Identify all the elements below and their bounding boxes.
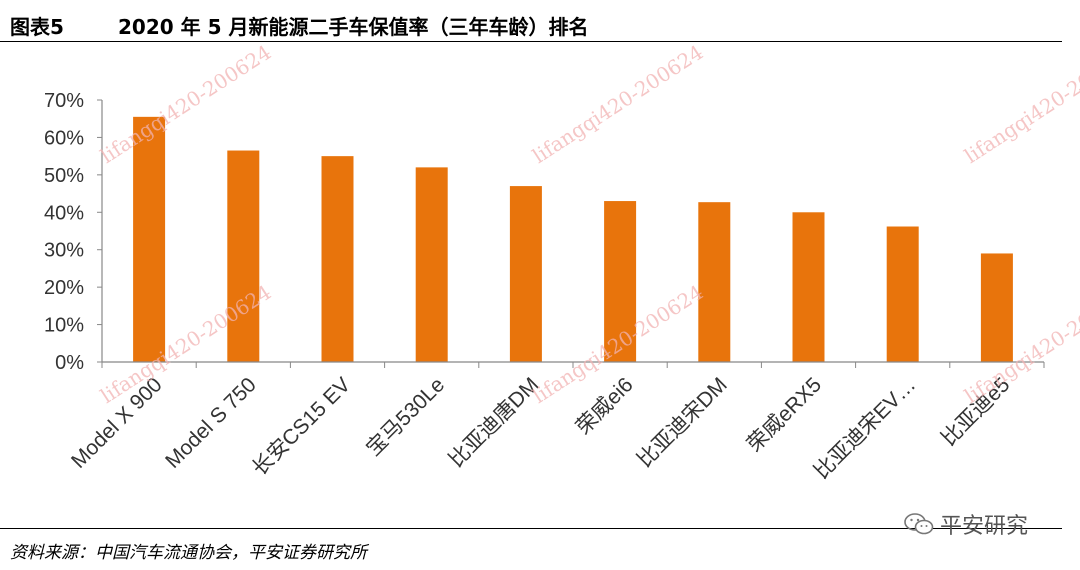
bar xyxy=(698,202,731,362)
bar xyxy=(509,186,542,362)
figure-label: 图表5 xyxy=(10,15,64,39)
y-tick-label: 50% xyxy=(44,165,84,187)
y-tick-label: 10% xyxy=(44,315,84,337)
bar xyxy=(321,156,354,362)
chart-title: 2020 年 5 月新能源二手车保值率（三年车龄）排名 xyxy=(118,15,589,39)
x-tick-label: 长安CS15 EV xyxy=(248,373,355,480)
bar xyxy=(886,226,919,362)
bars xyxy=(133,116,1013,362)
y-axis: 0% 10% 20% 30% 40% 50% 60% 70% xyxy=(44,90,103,374)
figure-header: 图表5 2020 年 5 月新能源二手车保值率（三年车龄）排名 xyxy=(0,0,1062,42)
bar xyxy=(980,253,1013,362)
x-tick-label: 比亚迪宋EV… xyxy=(810,373,920,483)
brand-name: 平安研究 xyxy=(940,514,1029,539)
footer-divider xyxy=(0,528,1062,529)
y-tick-label: 0% xyxy=(55,352,84,374)
bar-chart: 0%10%20%30%40%50%60%70% Model X 900Model… xyxy=(44,90,1045,484)
x-tick-label: Model S 750 xyxy=(161,373,261,473)
brand-logo: 平安研究 xyxy=(904,508,1028,540)
source-note: 资料来源：中国汽车流通协会，平安证券研究所 xyxy=(10,543,367,563)
bar xyxy=(415,167,448,362)
bar xyxy=(604,201,637,362)
bar xyxy=(227,150,260,362)
bar xyxy=(133,116,166,362)
y-tick-label: 40% xyxy=(44,202,84,224)
y-tick-label: 20% xyxy=(44,277,84,299)
x-tick-label: 宝马530Le xyxy=(362,373,449,460)
y-tick-label: 70% xyxy=(44,90,84,112)
bar xyxy=(792,212,825,362)
x-tick-label: 比亚迪宋DM xyxy=(633,373,732,472)
wechat-icon xyxy=(904,513,934,535)
x-tick-label: 荣威eRX5 xyxy=(743,373,826,456)
x-tick-label: 荣威ei6 xyxy=(572,373,638,439)
y-tick-label: 60% xyxy=(44,127,84,149)
y-tick-label: 30% xyxy=(44,240,84,262)
